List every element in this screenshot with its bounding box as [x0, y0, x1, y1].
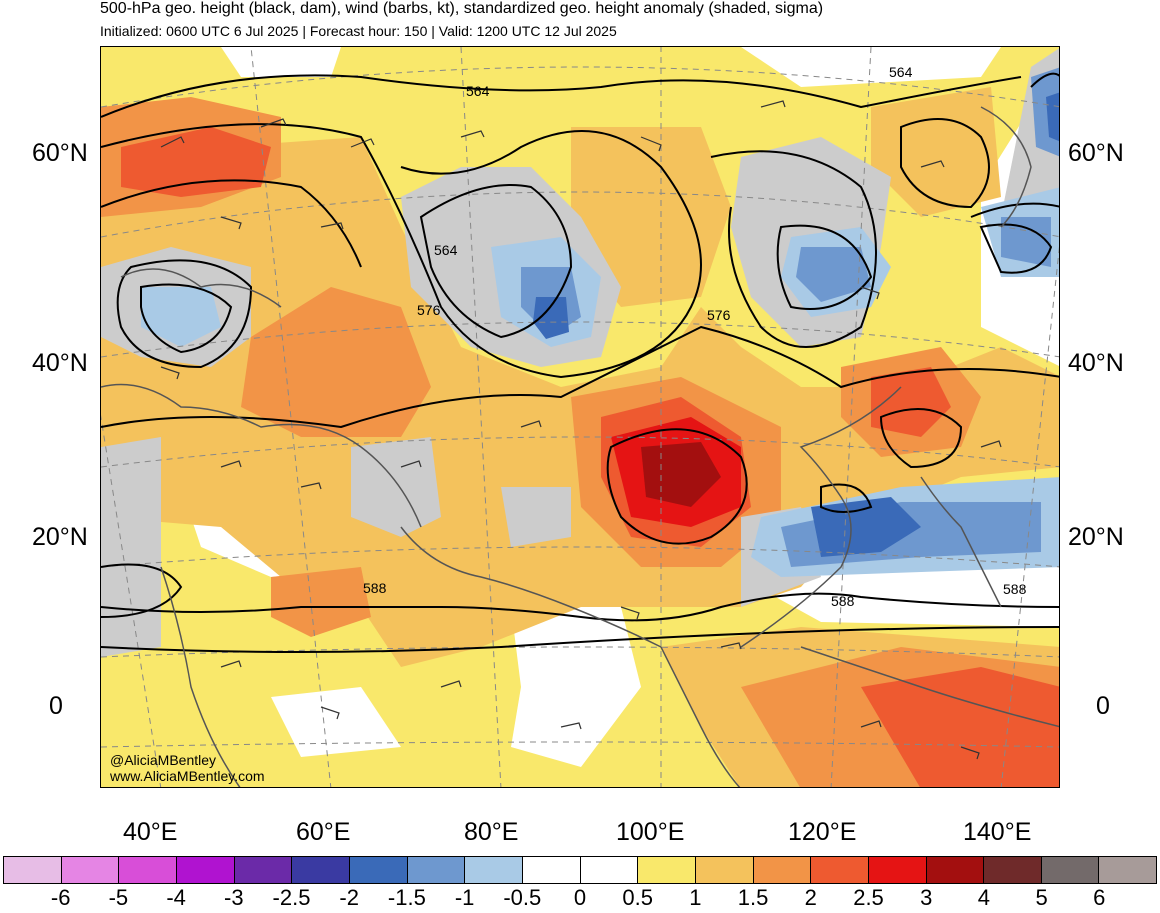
colorbar-label: -4 [166, 885, 186, 910]
anomaly-fill-gray [501, 487, 571, 547]
lon-label: 100°E [616, 818, 685, 846]
colorbar-swatch [1099, 857, 1157, 883]
lat-label-left: 0 [49, 692, 63, 720]
credit-url: www.AliciaMBentley.com [110, 768, 265, 784]
colorbar-label: 4 [977, 885, 991, 910]
colorbar-swatch [119, 857, 177, 883]
anomaly-fill-gray [351, 437, 441, 537]
colorbar-swatch [753, 857, 812, 883]
anomaly-fill-neg-1 [796, 247, 871, 302]
colorbar-label: 6 [1093, 885, 1106, 910]
colorbar-swatch [868, 857, 927, 883]
anomaly-fill-neg-1 [1001, 217, 1051, 267]
anomaly-fill-white [221, 47, 341, 77]
lat-label-left: 60°N [32, 139, 88, 167]
coastlines [101, 106, 1059, 787]
contour-label: 588 [363, 580, 387, 596]
colorbar-swatch [984, 857, 1042, 883]
colorbar-swatch [61, 857, 120, 883]
colorbar-swatch [465, 857, 523, 883]
colorbar-label: -3 [224, 885, 244, 910]
contour-label: 564 [889, 64, 913, 80]
colorbar-swatch [349, 857, 408, 883]
lat-label-right: 40°N [1068, 349, 1124, 377]
contour-label: 564 [434, 242, 458, 258]
colorbar-label: -1 [454, 885, 475, 910]
wind-barbs [160, 100, 1002, 760]
colorbar-label: -0.5 [503, 885, 542, 910]
colorbar-label: 1.5 [737, 885, 769, 910]
map-graphic: 564 564 564 576 576 588 588 588 [101, 47, 1059, 787]
anomaly-fill-neg-0_5 [141, 287, 221, 347]
lon-label: 80°E [464, 818, 519, 846]
lon-label: 140°E [963, 818, 1032, 846]
colorbar-swatch [811, 857, 869, 883]
colorbar-swatch [1041, 857, 1100, 883]
colorbar-label: 2 [804, 885, 817, 910]
height-contours [101, 72, 1059, 653]
lon-label: 60°E [296, 818, 351, 846]
colorbar-swatch [580, 857, 639, 883]
anomaly-fill-pos-1_5 [271, 567, 371, 637]
lat-label-right: 20°N [1068, 523, 1124, 551]
lon-label: 40°E [123, 818, 178, 846]
colorbar-swatch [522, 857, 581, 883]
colorbar-label: -6 [50, 885, 71, 910]
credit-handle: @AliciaMBentley [110, 752, 217, 768]
anomaly-fill-white [271, 687, 401, 757]
contour-label: 576 [707, 307, 731, 323]
colorbar-label: 3 [920, 885, 933, 910]
contour-label: 588 [1003, 581, 1027, 597]
colorbar-swatch [234, 857, 293, 883]
map-panel: 564 564 564 576 576 588 588 588 [100, 46, 1060, 788]
anomaly-fill-white [741, 47, 1001, 87]
colorbar-label: 1 [689, 885, 702, 910]
colorbar-swatch [407, 857, 466, 883]
contour-label: 588 [831, 593, 855, 609]
lon-label: 120°E [788, 818, 857, 846]
anomaly-fill-pos-2 [871, 367, 951, 437]
lat-label-right: 60°N [1068, 139, 1124, 167]
colorbar-label: 0.5 [622, 885, 653, 910]
colorbar-label: -2.5 [272, 885, 311, 910]
colorbar-label: 0 [573, 885, 587, 910]
anomaly-fill-pos-1 [571, 127, 731, 307]
contour-label-group: 564 564 564 576 576 588 588 588 [363, 64, 1027, 609]
colorbar-swatch [4, 857, 62, 883]
map-subtitle: Initialized: 0600 UTC 6 Jul 2025 | Forec… [100, 23, 617, 39]
anomaly-fill-neg-1_5 [1046, 92, 1059, 142]
anomaly-fill-pos-2 [861, 667, 1059, 787]
contour-label: 576 [417, 302, 441, 318]
lat-label-right: 0 [1096, 692, 1110, 720]
colorbar-swatch [695, 857, 754, 883]
anomaly-fill-pos-1 [871, 87, 1001, 217]
colorbar-swatch [926, 857, 985, 883]
lat-label-left: 20°N [32, 523, 88, 551]
colorbar-label: -5 [108, 885, 129, 910]
colorbar-label: 2.5 [853, 885, 884, 910]
lat-label-left: 40°N [32, 349, 88, 377]
map-title: 500-hPa geo. height (black, dam), wind (… [100, 0, 824, 17]
colorbar-label: -1.5 [387, 885, 426, 910]
contour-label: 564 [466, 83, 490, 99]
anomaly-fill-neg-1_5 [533, 297, 569, 339]
anomaly-fill-pos-1_5 [241, 287, 431, 437]
colorbar [3, 856, 1157, 884]
colorbar-label: -2 [339, 885, 359, 910]
colorbar-label: 5 [1035, 885, 1048, 910]
anomaly-fill-gray [101, 437, 161, 657]
colorbar-swatch [292, 857, 350, 883]
colorbar-swatch [176, 857, 235, 883]
colorbar-swatch [638, 857, 696, 883]
